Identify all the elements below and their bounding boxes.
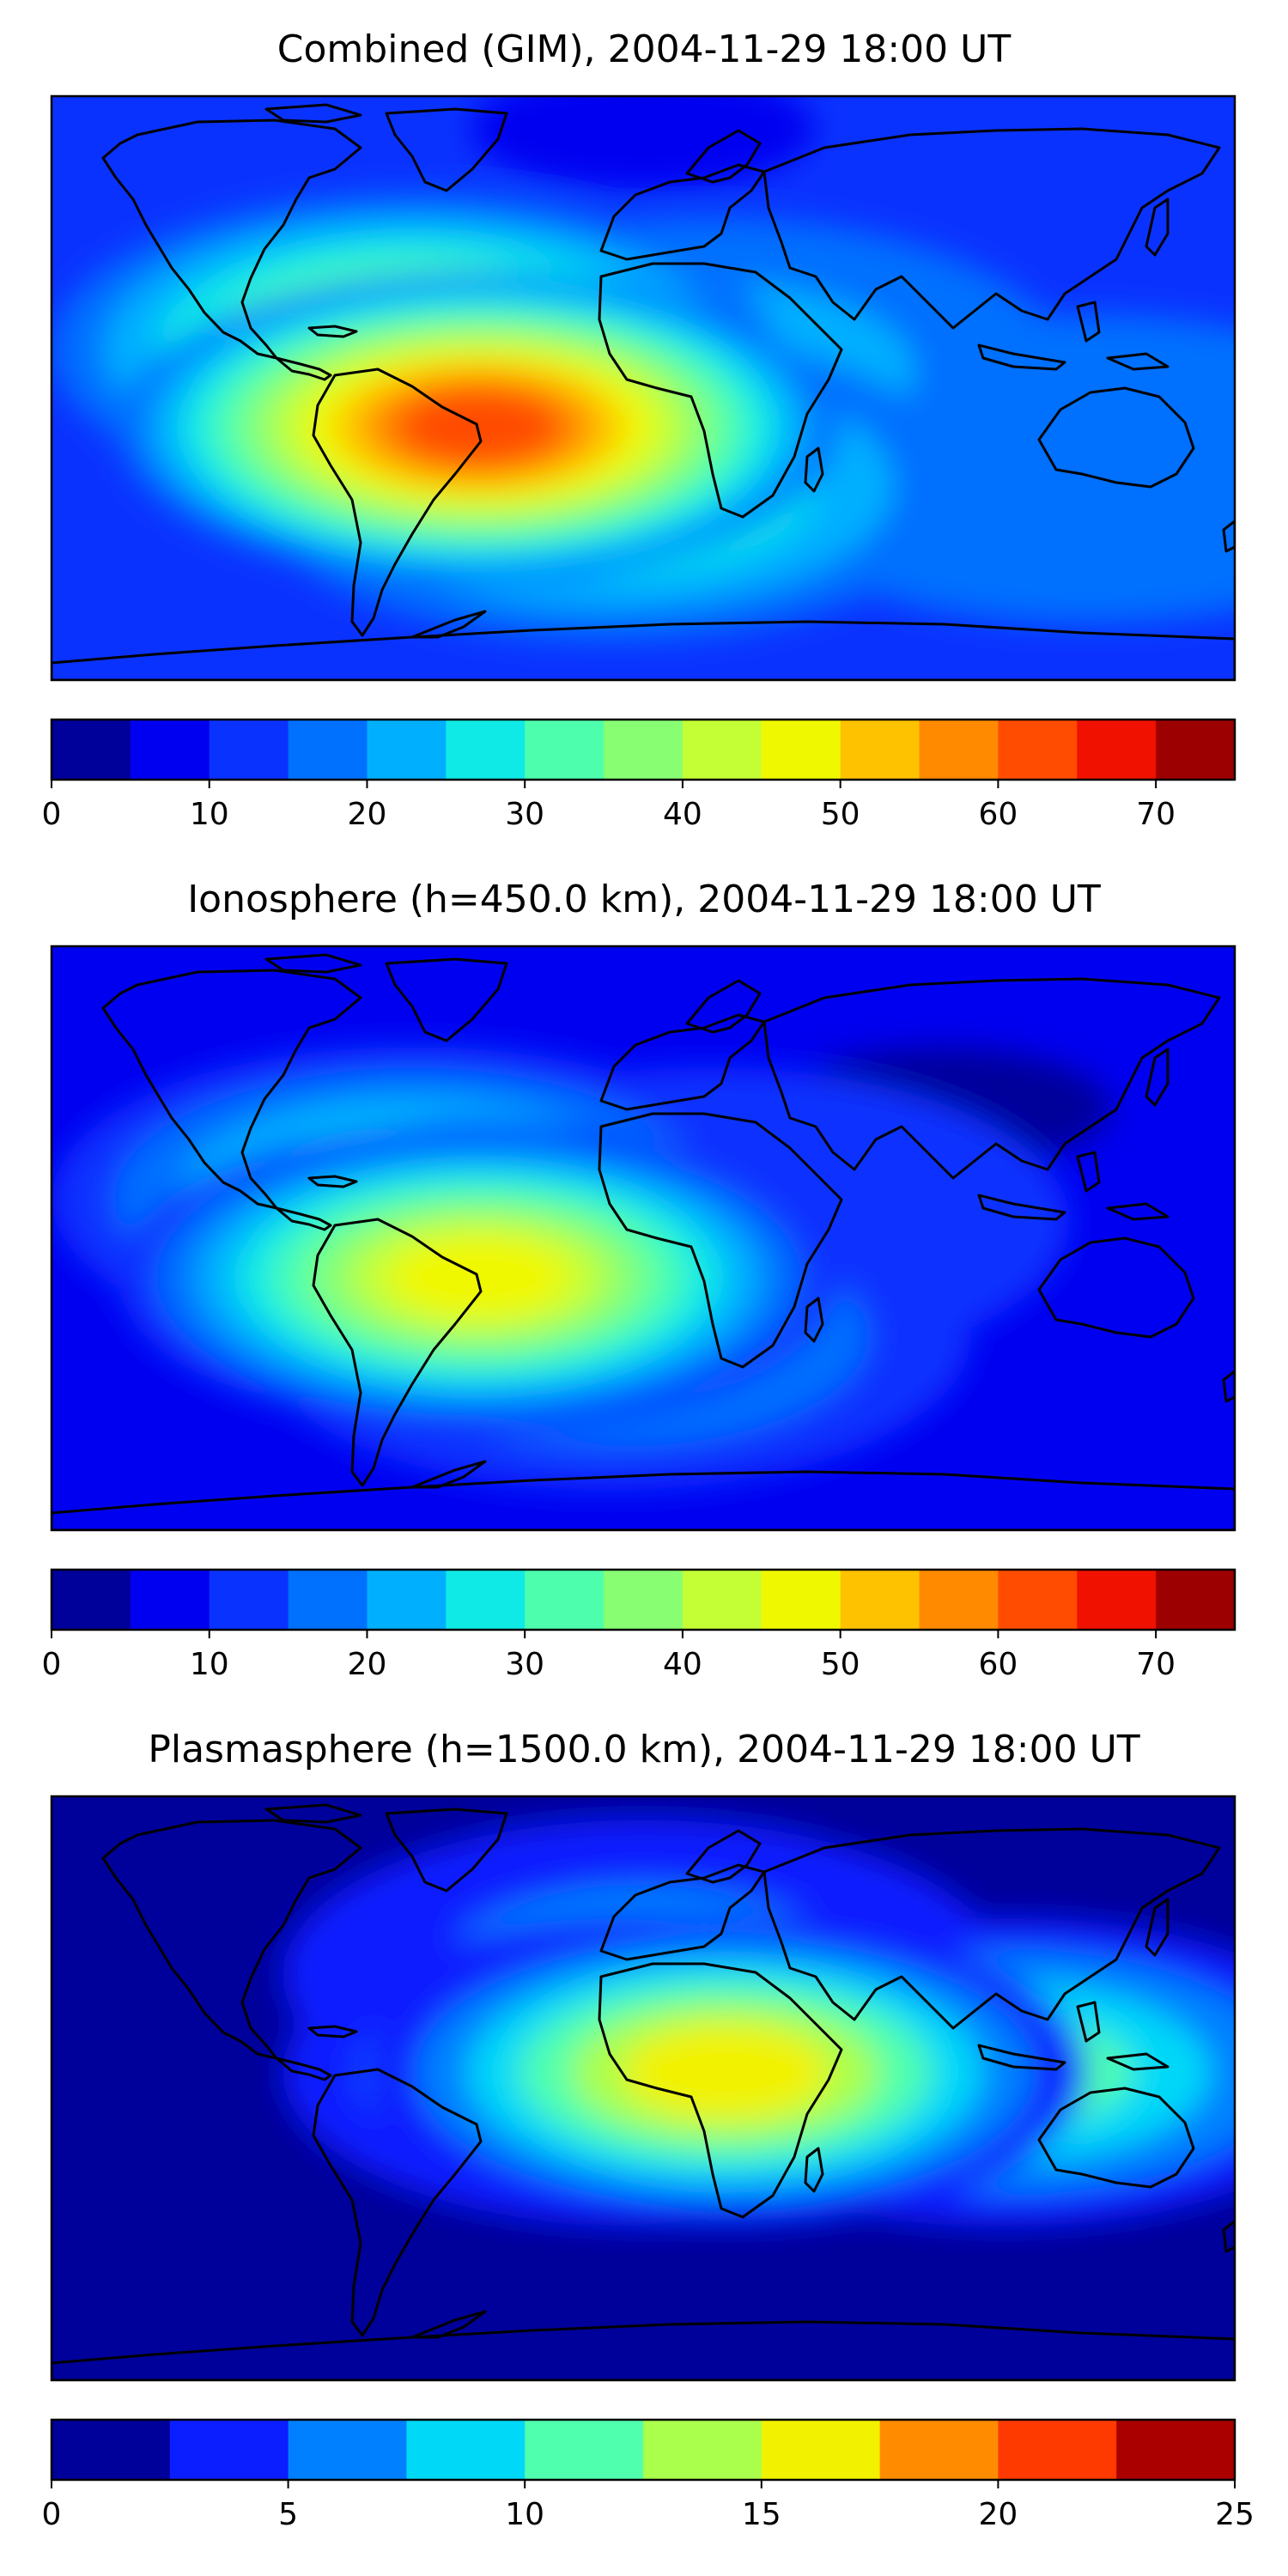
colorbar-tick-label: 50 [821, 1647, 860, 1682]
colorbar-segment [682, 720, 762, 780]
panel-3: Plasmasphere (h=1500.0 km), 2004-11-29 1… [42, 1728, 1255, 2532]
colorbar-segment [919, 1570, 999, 1630]
colorbar-segment [209, 1570, 289, 1630]
colorbar-tick-label: 40 [663, 797, 702, 832]
colorbar-tick-label: 10 [190, 1647, 229, 1682]
colorbar-segment [604, 1570, 683, 1630]
colorbar-tick-label: 20 [348, 797, 387, 832]
colorbar-segment [52, 1570, 131, 1630]
colorbar: 0 5 10 15 20 25 [42, 2418, 1255, 2532]
colorbar-segment [1156, 720, 1236, 780]
colorbar-frame [50, 718, 1236, 781]
contour-equatorial-anomaly-peak-over-south-america-9 [396, 388, 562, 466]
colorbar-frame [50, 1568, 1236, 1631]
colorbar-segment [879, 2420, 999, 2480]
colorbar-tick-label: 10 [505, 2497, 544, 2532]
colorbar-segment [761, 720, 841, 780]
colorbar-segment [840, 1570, 920, 1630]
colorbar-frame [50, 2418, 1236, 2482]
colorbar-segment [209, 720, 289, 780]
colorbar: 0 10 20 30 40 50 60 70 [42, 1568, 1236, 1682]
panel-title: Plasmasphere (h=1500.0 km), 2004-11-29 1… [148, 1728, 1139, 1771]
map-frame [50, 94, 1236, 682]
colorbar-segment [446, 1570, 526, 1630]
colorbar-tick-label: 30 [505, 1647, 544, 1682]
map-plot [50, 945, 1236, 1532]
colorbar-segment [998, 720, 1078, 780]
colorbar-tick-label: 30 [505, 797, 544, 832]
colorbar-tick-label: 40 [663, 1647, 702, 1682]
colorbar-segment [761, 1570, 841, 1630]
colorbar-segment [643, 2420, 762, 2480]
colorbar-tick-label: 20 [348, 1647, 387, 1682]
colorbar-segment [367, 720, 447, 780]
colorbar-tick-label: 15 [742, 2497, 781, 2532]
colorbar-segment [367, 1570, 447, 1630]
map-frame [50, 945, 1236, 1532]
colorbar-tick-label: 60 [978, 797, 1018, 832]
colorbar-segment [525, 2420, 644, 2480]
panel-1: Combined (GIM), 2004-11-29 18:00 UT 0 10 20… [42, 27, 1236, 832]
contour-arctic [471, 96, 815, 189]
colorbar-segment [406, 2420, 526, 2480]
colorbar-tick-label: 0 [42, 2497, 62, 2532]
colorbar-segment [288, 720, 368, 780]
colorbar-segment [761, 2420, 881, 2480]
colorbar-tick-label: 70 [1136, 1647, 1176, 1682]
colorbar-segment [998, 1570, 1078, 1630]
panel-2: Ionosphere (h=450.0 km), 2004-11-29 18:0… [42, 878, 1236, 1682]
map-frame [50, 1795, 1236, 2382]
colorbar-tick-label: 10 [190, 797, 229, 832]
panel-title: Ionosphere (h=450.0 km), 2004-11-29 18:0… [187, 878, 1101, 921]
colorbar-segment [130, 1570, 210, 1630]
contour-equatorial-anomaly-peak-over-south-america-7 [388, 1235, 569, 1320]
colorbar-segment [682, 1570, 762, 1630]
colorbar-segment [1077, 1570, 1157, 1630]
colorbar-tick-label: 50 [821, 797, 860, 832]
colorbar-segment [446, 720, 526, 780]
colorbar-tick-label: 0 [42, 1647, 62, 1682]
colorbar-segment [998, 2420, 1117, 2480]
panel-title: Combined (GIM), 2004-11-29 18:00 UT [277, 27, 1012, 71]
colorbar-segment [52, 720, 131, 780]
colorbar-segment [288, 1570, 368, 1630]
colorbar-segment [525, 1570, 605, 1630]
colorbar-tick-label: 20 [978, 2497, 1018, 2532]
colorbar-segment [288, 2420, 407, 2480]
colorbar: 0 10 20 30 40 50 60 70 [42, 718, 1236, 832]
colorbar-segment [1156, 1570, 1236, 1630]
contour-peak-over-central-africa-5 [622, 2025, 829, 2120]
colorbar-tick-label: 70 [1136, 797, 1176, 832]
colorbar-segment [919, 720, 999, 780]
colorbar-tick-label: 0 [42, 797, 62, 832]
colorbar-tick-label: 5 [278, 2497, 298, 2532]
colorbar-segment [52, 2420, 171, 2480]
colorbar-segment [1077, 720, 1157, 780]
colorbar-segment [525, 720, 605, 780]
colorbar-tick-label: 25 [1215, 2497, 1255, 2532]
map-plot [50, 1795, 1236, 2382]
colorbar-tick-label: 60 [978, 1647, 1018, 1682]
colorbar-segment [604, 720, 683, 780]
colorbar-segment [169, 2420, 289, 2480]
colorbar-segment [840, 720, 920, 780]
map-plot [50, 94, 1236, 682]
colorbar-segment [1116, 2420, 1236, 2480]
panels: Combined (GIM), 2004-11-29 18:00 UT 0 10 20… [42, 27, 1255, 2532]
colorbar-segment [130, 720, 210, 780]
